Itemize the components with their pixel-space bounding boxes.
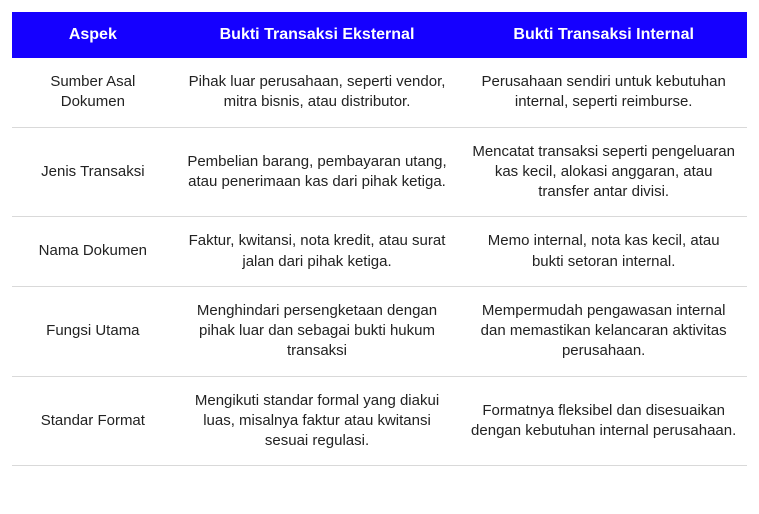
header-internal: Bukti Transaksi Internal — [460, 12, 747, 58]
cell-aspek: Fungsi Utama — [12, 286, 174, 376]
cell-internal: Formatnya fleksibel dan disesuaikan deng… — [460, 376, 747, 466]
table-row: Jenis Transaksi Pembelian barang, pembay… — [12, 127, 747, 217]
header-aspek: Aspek — [12, 12, 174, 58]
table-body: Sumber Asal Dokumen Pihak luar perusahaa… — [12, 58, 747, 466]
cell-eksternal: Pihak luar perusahaan, seperti vendor, m… — [174, 58, 461, 127]
table-row: Sumber Asal Dokumen Pihak luar perusahaa… — [12, 58, 747, 127]
table-row: Nama Dokumen Faktur, kwitansi, nota kred… — [12, 217, 747, 287]
cell-internal: Perusahaan sendiri untuk kebutuhan inter… — [460, 58, 747, 127]
cell-aspek: Jenis Transaksi — [12, 127, 174, 217]
cell-aspek: Standar Format — [12, 376, 174, 466]
cell-internal: Mempermudah pengawasan internal dan mema… — [460, 286, 747, 376]
table-row: Standar Format Mengikuti standar formal … — [12, 376, 747, 466]
table-header: Aspek Bukti Transaksi Eksternal Bukti Tr… — [12, 12, 747, 58]
comparison-table: Aspek Bukti Transaksi Eksternal Bukti Tr… — [12, 12, 747, 466]
table-row: Fungsi Utama Menghindari persengketaan d… — [12, 286, 747, 376]
cell-eksternal: Pembelian barang, pembayaran utang, atau… — [174, 127, 461, 217]
cell-internal: Mencatat transaksi seperti pengeluaran k… — [460, 127, 747, 217]
header-row: Aspek Bukti Transaksi Eksternal Bukti Tr… — [12, 12, 747, 58]
header-eksternal: Bukti Transaksi Eksternal — [174, 12, 461, 58]
cell-internal: Memo internal, nota kas kecil, atau bukt… — [460, 217, 747, 287]
cell-aspek: Sumber Asal Dokumen — [12, 58, 174, 127]
cell-aspek: Nama Dokumen — [12, 217, 174, 287]
cell-eksternal: Mengikuti standar formal yang diakui lua… — [174, 376, 461, 466]
cell-eksternal: Menghindari persengketaan dengan pihak l… — [174, 286, 461, 376]
cell-eksternal: Faktur, kwitansi, nota kredit, atau sura… — [174, 217, 461, 287]
